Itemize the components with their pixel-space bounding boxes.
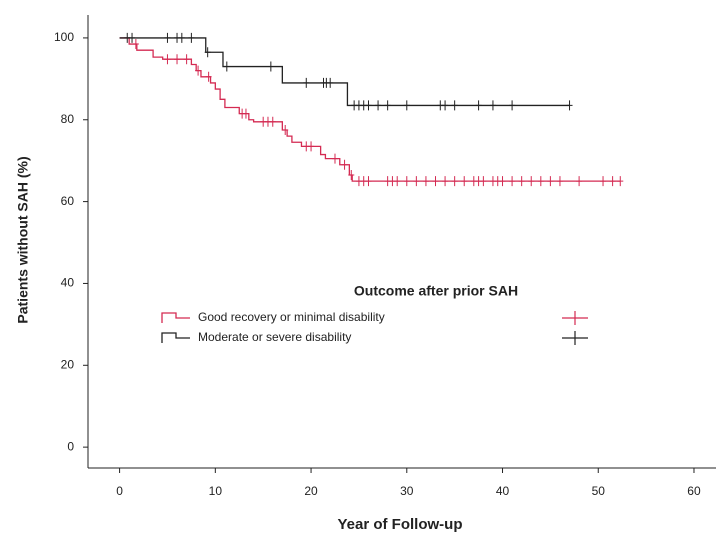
censor-mark [403, 100, 410, 111]
censor-mark [348, 170, 355, 181]
survival-curve [119, 37, 621, 182]
censor-mark [537, 176, 544, 187]
legend-title: Outcome after prior SAH [354, 283, 518, 299]
censor-mark [509, 176, 516, 187]
censor-mark [422, 176, 429, 187]
y-axis-label: Patients without SAH (%) [15, 156, 31, 323]
censor-mark [365, 176, 372, 187]
censor-mark [303, 77, 310, 88]
censor-mark [242, 108, 249, 119]
x-tick-label: 40 [496, 484, 510, 498]
censor-mark [188, 32, 195, 43]
censor-mark [609, 176, 616, 187]
censor-mark [499, 176, 506, 187]
censor-mark [183, 54, 190, 65]
censor-mark [164, 54, 171, 65]
censor-mark [129, 32, 136, 43]
censor-mark [174, 54, 181, 65]
y-tick-label: 40 [61, 276, 75, 290]
censor-mark [480, 176, 487, 187]
x-tick-label: 0 [116, 484, 123, 498]
x-tick-label: 10 [209, 484, 223, 498]
legend-censor [562, 331, 588, 345]
legend-line [161, 332, 190, 343]
censor-mark [509, 100, 516, 111]
censor-mark [451, 176, 458, 187]
censor-mark [556, 176, 563, 187]
y-tick-label: 60 [61, 194, 75, 208]
censor-mark [518, 176, 525, 187]
x-tick-label: 60 [687, 484, 701, 498]
legend-censor [562, 311, 588, 325]
censor-mark [413, 176, 420, 187]
censor-mark [547, 176, 554, 187]
y-tick-label: 20 [61, 357, 75, 371]
censor-mark [384, 100, 391, 111]
legend-line [161, 312, 190, 323]
censor-mark [282, 124, 289, 135]
x-tick-label: 50 [592, 484, 606, 498]
censor-mark [195, 65, 202, 76]
censor-mark [475, 100, 482, 111]
censor-mark [451, 100, 458, 111]
censor-mark [442, 176, 449, 187]
censor-mark [267, 61, 274, 72]
censor-mark [489, 100, 496, 111]
censor-mark [223, 61, 230, 72]
censor-mark [528, 176, 535, 187]
censor-mark [600, 176, 607, 187]
censor-mark [461, 176, 468, 187]
censor-mark [403, 176, 410, 187]
censor-mark [375, 100, 382, 111]
legend-label: Moderate or severe disability [198, 330, 351, 344]
censor-mark [365, 100, 372, 111]
censor-mark [432, 176, 439, 187]
censor-mark [576, 176, 583, 187]
censor-mark [204, 47, 211, 58]
x-axis-label: Year of Follow-up [337, 516, 462, 533]
y-tick-label: 0 [67, 439, 74, 453]
censor-mark [269, 116, 276, 127]
censor-mark [442, 100, 449, 111]
x-tick-label: 30 [400, 484, 414, 498]
censor-mark [132, 39, 139, 50]
censor-mark [341, 159, 348, 170]
y-tick-label: 100 [54, 30, 74, 44]
censor-mark [331, 153, 338, 164]
legend-label: Good recovery or minimal disability [198, 310, 385, 324]
censor-mark [327, 77, 334, 88]
survival-curve [119, 37, 570, 107]
censor-mark [164, 32, 171, 43]
censor-mark [308, 141, 315, 152]
censor-mark [394, 176, 401, 187]
censor-mark [617, 176, 624, 187]
censor-mark [178, 32, 185, 43]
censor-mark [205, 71, 212, 82]
censor-mark [566, 100, 573, 111]
x-tick-label: 20 [304, 484, 318, 498]
y-tick-label: 80 [61, 112, 75, 126]
